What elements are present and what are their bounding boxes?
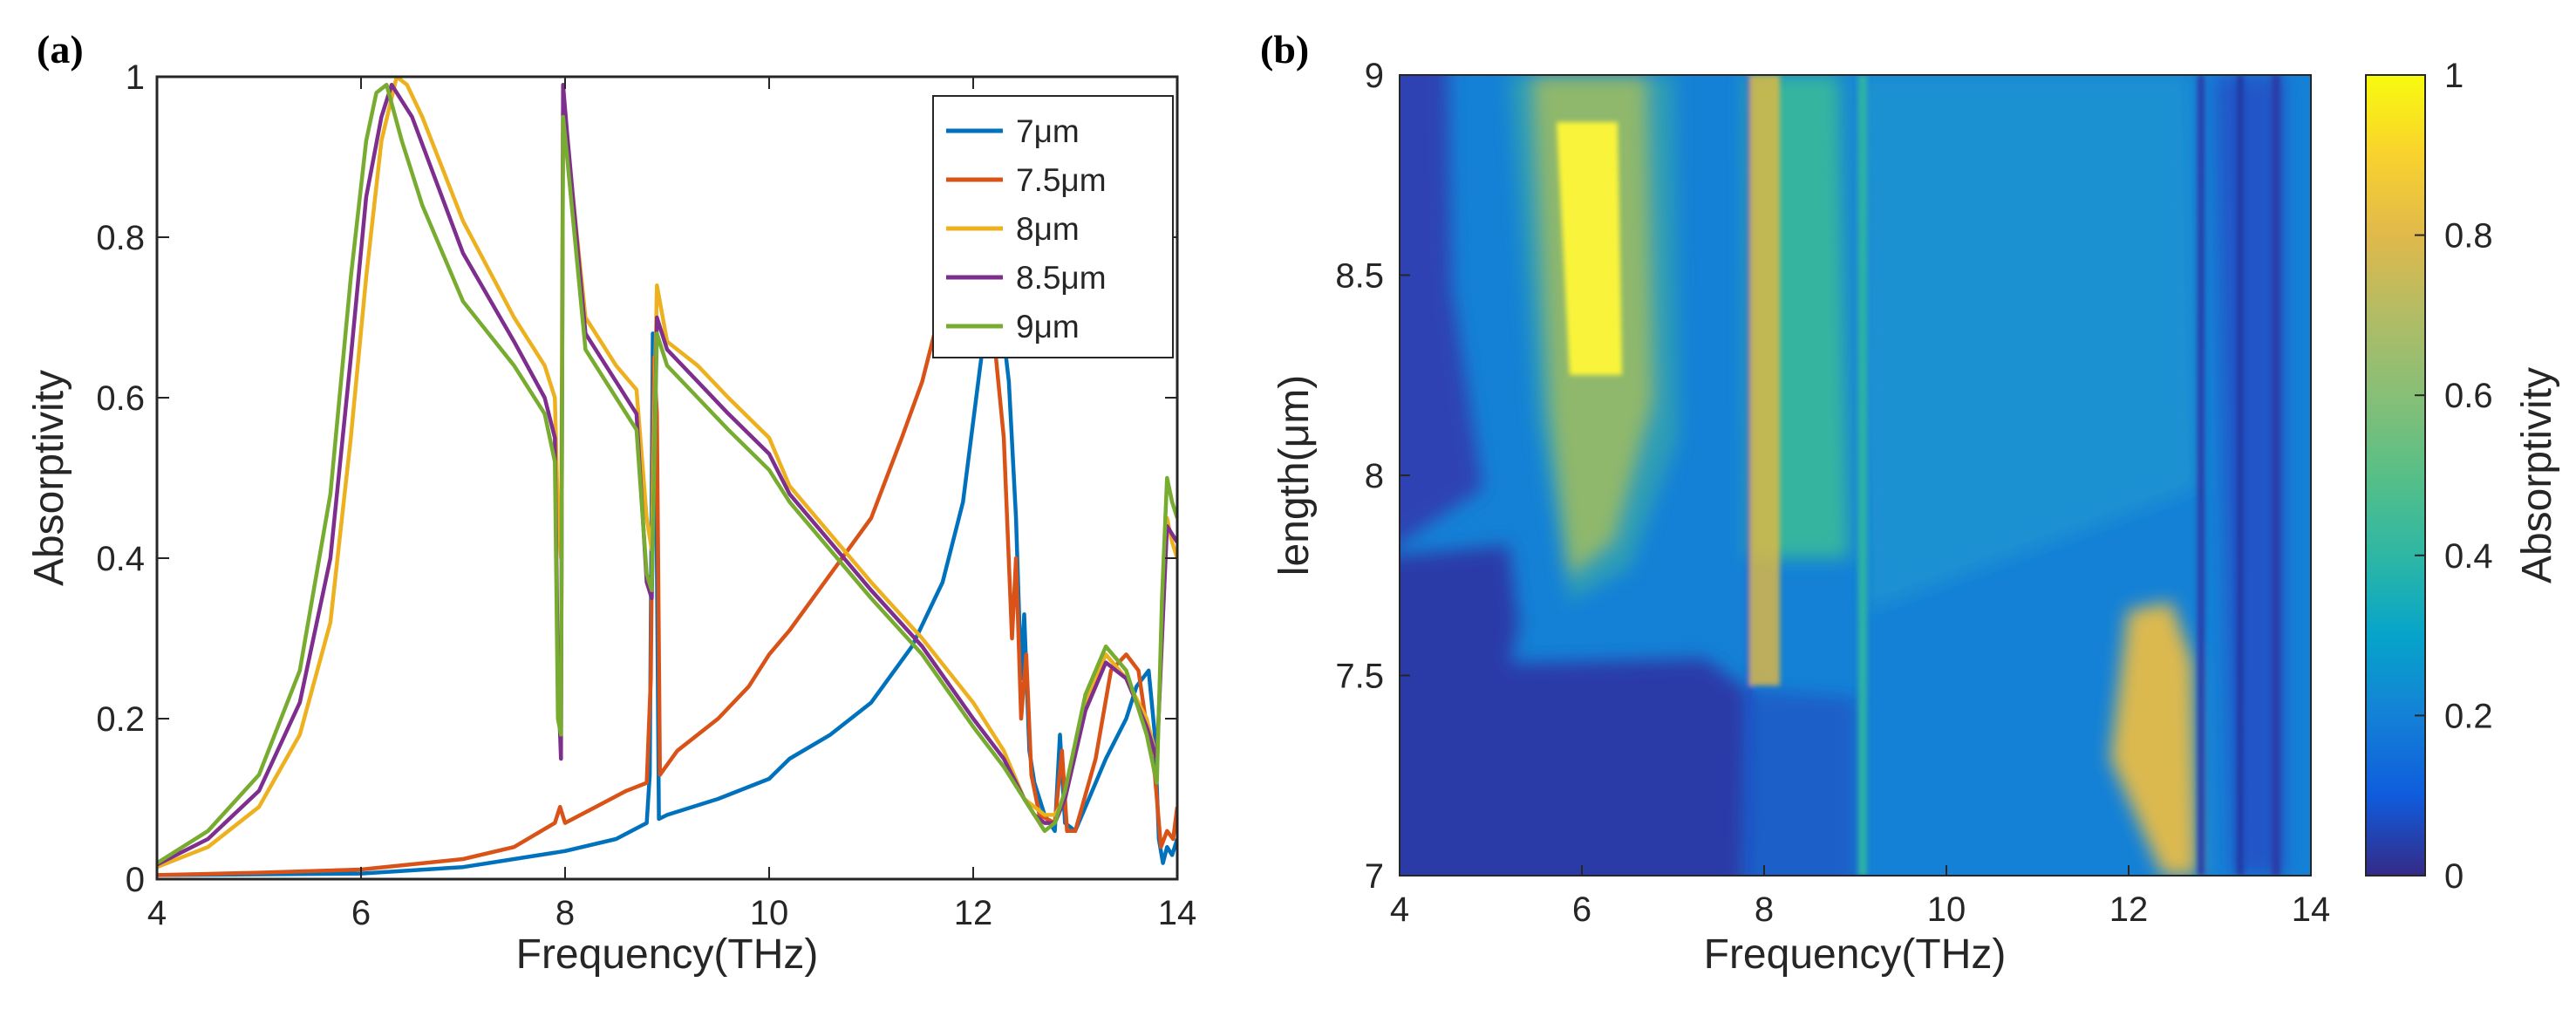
legend-label-0: 7μm <box>1016 113 1080 149</box>
heatmap-line-12-8thz <box>2198 75 2205 876</box>
b-ytick-label: 7.5 <box>1335 658 1384 696</box>
panel-a-ticks: 4 6 8 10 12 14 0 0.2 0.4 0.6 0.8 1 <box>96 58 1196 932</box>
a-ytick-label: 0 <box>126 861 145 899</box>
heatmap-peak <box>1557 122 1622 375</box>
colorbar-tick-label: 0.8 <box>2444 217 2493 256</box>
a-xtick-label: 10 <box>750 894 789 932</box>
b-xtick-label: 6 <box>1572 890 1591 929</box>
panel-a-axes-box <box>155 75 1179 881</box>
heatmap-mid-band <box>1747 689 1857 876</box>
heatmap-blobs <box>1400 75 2285 876</box>
colorbar-tick-label: 0.2 <box>2444 697 2493 735</box>
series-line-0 <box>157 291 1177 877</box>
panel-b-xlabel: Frequency(THz) <box>1704 931 2007 978</box>
b-ytick-label: 9 <box>1365 57 1384 95</box>
colorbar-tick-label: 0.4 <box>2444 537 2493 576</box>
heatmap-secondary-band <box>2110 602 2198 876</box>
panel-a-line-chart: (a) 4 6 8 10 12 14 0 0.2 0.4 0.6 0.8 1 Frequency(TH… <box>26 27 1196 978</box>
panel-a-xlabel: Frequency(THz) <box>516 931 819 978</box>
a-xtick-label: 8 <box>555 894 575 932</box>
a-ytick-label: 1 <box>126 58 145 97</box>
legend-label-3: 8.5μm <box>1016 260 1107 296</box>
a-ytick-label: 0.4 <box>96 540 145 578</box>
legend-label-1: 7.5μm <box>1016 162 1107 198</box>
a-ytick-label: 0.8 <box>96 219 145 257</box>
panel-a-series-lines <box>157 77 1177 877</box>
colorbar-tick-label: 1 <box>2444 57 2464 95</box>
a-ytick-label: 0.2 <box>96 700 145 739</box>
heatmap-details <box>1557 75 2280 876</box>
heatmap-line-9thz <box>1858 75 1867 876</box>
heatmap-right-strip <box>2215 75 2285 876</box>
colorbar-label: Absorptivity <box>2514 367 2560 583</box>
b-xtick-label: 8 <box>1755 890 1774 929</box>
heatmap-line-13-8thz <box>2272 75 2280 876</box>
panel-b-label: (b) <box>1260 27 1309 72</box>
panel-b-heatmap: (b) <box>1260 27 2560 978</box>
heatmap-left-wing <box>1400 75 1482 544</box>
b-xtick-label: 10 <box>1927 890 1966 929</box>
legend-label-4: 9μm <box>1016 309 1080 344</box>
a-xtick-label: 12 <box>954 894 993 932</box>
b-ytick-label: 8.5 <box>1335 257 1384 296</box>
legend-label-2: 8μm <box>1016 211 1080 247</box>
heatmap-band-8thz <box>1749 75 1780 686</box>
colorbar-ticks: 0 0.2 0.4 0.6 0.8 1 <box>2415 57 2493 896</box>
heatmap-field <box>1400 75 2311 876</box>
b-xtick-label: 12 <box>2109 890 2149 929</box>
a-xtick-label: 6 <box>351 894 371 932</box>
series-line-4 <box>157 82 1177 865</box>
a-xtick-label: 4 <box>147 894 167 932</box>
panel-a-ylabel: Absorptivity <box>26 370 72 586</box>
colorbar-tick-label: 0.6 <box>2444 377 2493 415</box>
heatmap-right-region <box>1857 75 2198 610</box>
a-xtick-label: 14 <box>1158 894 1197 932</box>
heatmap-line-13thz <box>2237 75 2244 876</box>
a-ytick-label: 0.6 <box>96 379 145 418</box>
colorbar-tick-label: 0 <box>2444 857 2464 896</box>
panel-b-ticks: 4 6 8 10 12 14 7 7.5 8 8.5 9 <box>1335 57 2330 929</box>
b-xtick-label: 14 <box>2292 890 2331 929</box>
colorbar <box>2365 74 2426 877</box>
heatmap-low-region <box>1400 545 1747 876</box>
panel-b-ylabel: length(μm) <box>1271 375 1318 576</box>
panel-a-legend: 7μm 7.5μm 8μm 8.5μm 9μm <box>932 95 1174 358</box>
b-ytick-label: 7 <box>1365 857 1384 896</box>
b-ytick-label: 8 <box>1365 457 1384 495</box>
b-xtick-label: 4 <box>1390 890 1409 929</box>
panel-a-label: (a) <box>37 27 84 72</box>
